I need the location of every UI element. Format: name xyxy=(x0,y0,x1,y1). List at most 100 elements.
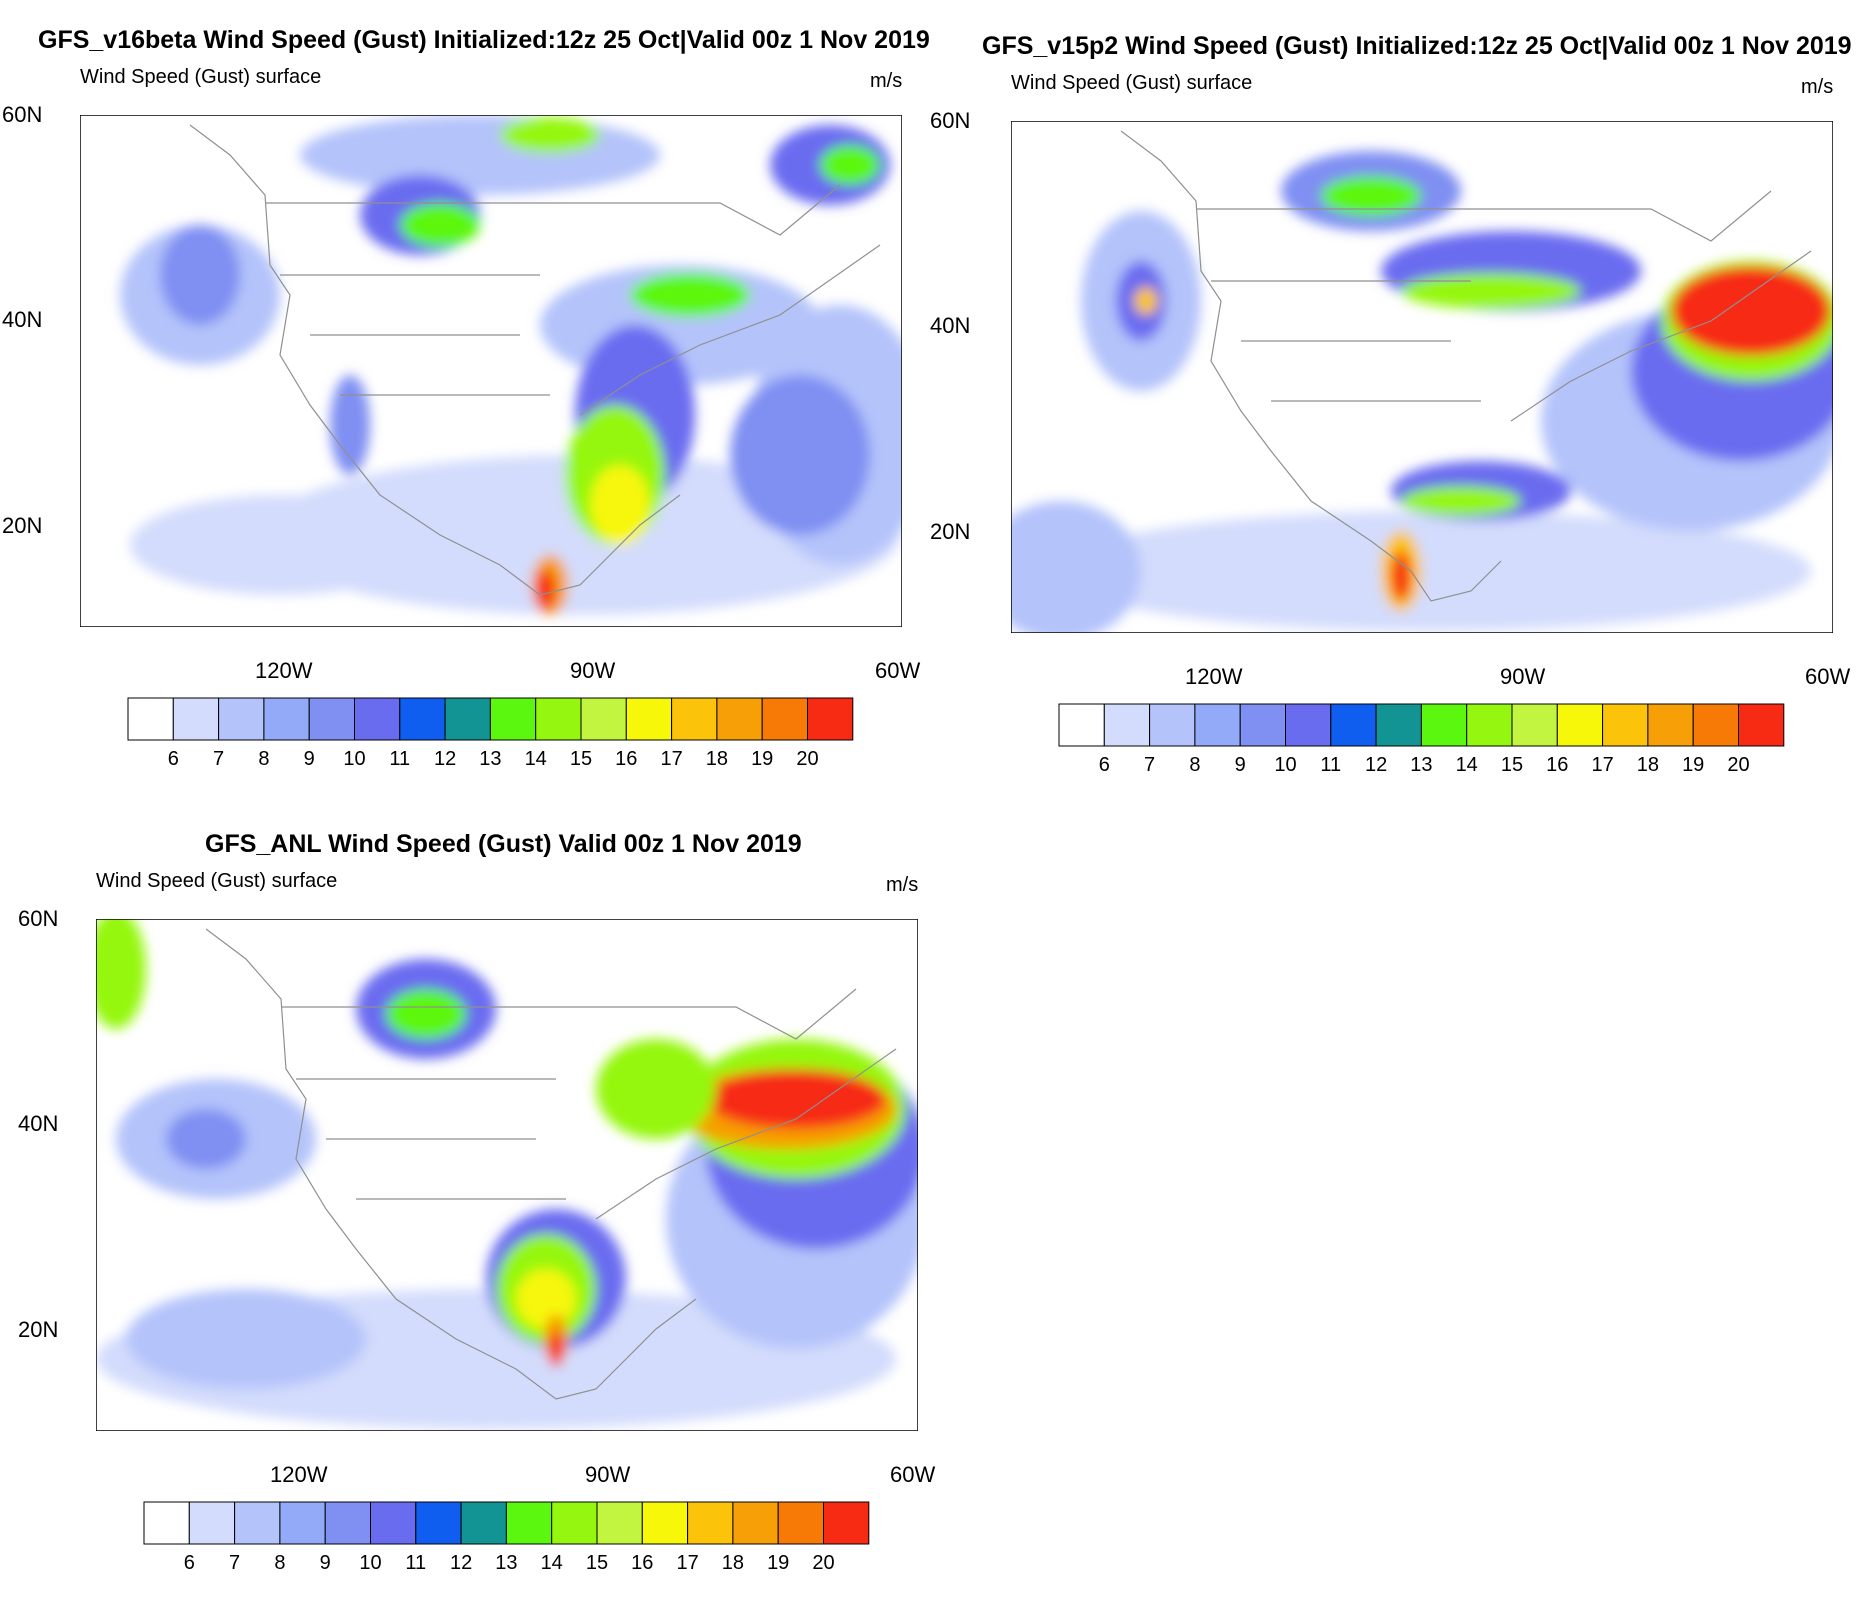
colorbar-tick-label: 14 xyxy=(541,1552,563,1571)
colorbar-swatch xyxy=(1239,703,1286,747)
colorbar-tick-label: 16 xyxy=(615,748,637,767)
colorbar-tick-label: 18 xyxy=(706,748,728,767)
lat-label-60n: 60N xyxy=(2,102,43,127)
panel-title: GFS_v15p2 Wind Speed (Gust) Initialized:… xyxy=(982,32,1852,60)
colorbar-swatch xyxy=(1058,703,1105,747)
colorbar-tick-label: 6 xyxy=(168,748,179,767)
lon-label-90w: 90W xyxy=(570,658,616,683)
colorbar-swatch xyxy=(127,697,174,741)
colorbar-tick-label: 16 xyxy=(1546,754,1568,773)
colorbar-tick-label: 16 xyxy=(631,1552,653,1571)
lon-label-90w: 90W xyxy=(585,1462,631,1487)
map-plot xyxy=(80,115,902,627)
map-plot xyxy=(1011,121,1833,633)
colorbar-tick-label: 12 xyxy=(450,1552,472,1571)
colorbar-tick-label: 13 xyxy=(479,748,501,767)
colorbar-tick-label: 15 xyxy=(570,748,592,767)
colorbar-tick-label: 20 xyxy=(812,1552,834,1571)
colorbar-tick-label: 19 xyxy=(1682,754,1704,773)
lon-label-120w: 120W xyxy=(255,658,313,683)
colorbar-swatch xyxy=(415,1501,462,1545)
colorbar-tick-label: 9 xyxy=(320,1552,331,1571)
colorbar-tick-label: 14 xyxy=(525,748,547,767)
panel-v16beta: GFS_v16beta Wind Speed (Gust) Initialize… xyxy=(0,0,930,790)
colorbar-swatch xyxy=(580,697,627,741)
colorbar: 6 7 8 9 10 11 12 13 14 15 16 17 18 19 20 xyxy=(127,697,854,767)
colorbar-tick-label: 10 xyxy=(359,1552,381,1571)
colorbar-tick-label: 8 xyxy=(258,748,269,767)
panel-anl: GFS_ANL Wind Speed (Gust) Valid 00z 1 No… xyxy=(0,800,935,1607)
colorbar-swatch xyxy=(1602,703,1649,747)
lat-label-20n: 20N xyxy=(18,1317,59,1342)
colorbar-swatch xyxy=(370,1501,417,1545)
colorbar-tick-label: 20 xyxy=(796,748,818,767)
map-plot xyxy=(96,919,918,1431)
lon-label-60w: 60W xyxy=(1805,664,1851,689)
colorbar-tick-label: 6 xyxy=(1099,754,1110,773)
colorbar-swatch xyxy=(807,697,854,741)
colorbar-swatch xyxy=(1738,703,1785,747)
colorbar-swatch xyxy=(460,1501,507,1545)
colorbar-tick-label: 7 xyxy=(1144,754,1155,773)
lon-label-90w: 90W xyxy=(1500,664,1546,689)
colorbar-tick-label: 6 xyxy=(184,1552,195,1571)
colorbar-swatch xyxy=(324,1501,371,1545)
colorbar-tick-label: 18 xyxy=(722,1552,744,1571)
lat-label-60n: 60N xyxy=(18,906,59,931)
colorbar-swatch xyxy=(1647,703,1694,747)
panel-subtitle: Wind Speed (Gust) surface xyxy=(80,66,322,88)
map-boundaries xyxy=(205,928,897,1400)
lat-label-20n: 20N xyxy=(930,519,971,544)
colorbar-tick-label: 12 xyxy=(434,748,456,767)
colorbar-swatch xyxy=(505,1501,553,1545)
colorbar-tick-label: 19 xyxy=(751,748,773,767)
colorbar-tick-label: 20 xyxy=(1727,754,1749,773)
units-label: m/s xyxy=(870,70,903,92)
colorbar-swatch xyxy=(671,697,718,741)
colorbar-tick-label: 13 xyxy=(1410,754,1432,773)
colorbar-tick-label: 14 xyxy=(1456,754,1478,773)
colorbar-tick-label: 17 xyxy=(676,1552,698,1571)
colorbar-swatch xyxy=(172,697,220,741)
colorbar-swatch xyxy=(188,1501,236,1545)
colorbar-tick-label: 11 xyxy=(1320,754,1341,773)
lon-label-120w: 120W xyxy=(1185,664,1243,689)
colorbar-swatch xyxy=(732,1501,779,1545)
panel-subtitle: Wind Speed (Gust) surface xyxy=(96,870,338,892)
colorbar-tick-label: 8 xyxy=(274,1552,285,1571)
colorbar-swatch xyxy=(596,1501,643,1545)
colorbar-swatch xyxy=(354,697,401,741)
lon-label-60w: 60W xyxy=(890,1462,936,1487)
panel-v15p2: GFS_v15p2 Wind Speed (Gust) Initialized:… xyxy=(930,0,1867,800)
colorbar-tick-label: 10 xyxy=(1274,754,1296,773)
map-boundaries xyxy=(189,124,881,596)
colorbar-swatch xyxy=(687,1501,734,1545)
colorbar-swatch xyxy=(1420,703,1468,747)
colorbar-swatch xyxy=(1692,703,1740,747)
lon-label-120w: 120W xyxy=(270,1462,328,1487)
colorbar-swatch xyxy=(625,697,673,741)
colorbar-tick-label: 9 xyxy=(304,748,315,767)
colorbar-swatch xyxy=(641,1501,689,1545)
colorbar-tick-label: 17 xyxy=(660,748,682,767)
colorbar-swatch xyxy=(234,1501,281,1545)
colorbar-tick-label: 15 xyxy=(586,1552,608,1571)
colorbar-swatch xyxy=(1375,703,1422,747)
wind-field xyxy=(1011,151,1833,633)
colorbar-swatch xyxy=(716,697,763,741)
colorbar-swatch xyxy=(308,697,355,741)
colorbar-swatch xyxy=(823,1501,870,1545)
panel-subtitle: Wind Speed (Gust) surface xyxy=(1011,72,1253,94)
lat-label-40n: 40N xyxy=(2,307,43,332)
lat-label-40n: 40N xyxy=(930,313,971,338)
colorbar-swatch xyxy=(218,697,265,741)
lon-label-60w: 60W xyxy=(875,658,921,683)
wind-field xyxy=(120,115,902,615)
colorbar-swatch xyxy=(1330,703,1377,747)
colorbar-tick-label: 11 xyxy=(389,748,410,767)
colorbar-swatch xyxy=(263,697,310,741)
colorbar-tick-label: 17 xyxy=(1591,754,1613,773)
colorbar: 6 7 8 9 10 11 12 13 14 15 16 17 18 19 20 xyxy=(143,1501,870,1571)
colorbar-swatch xyxy=(1194,703,1241,747)
colorbar-swatch xyxy=(1511,703,1558,747)
